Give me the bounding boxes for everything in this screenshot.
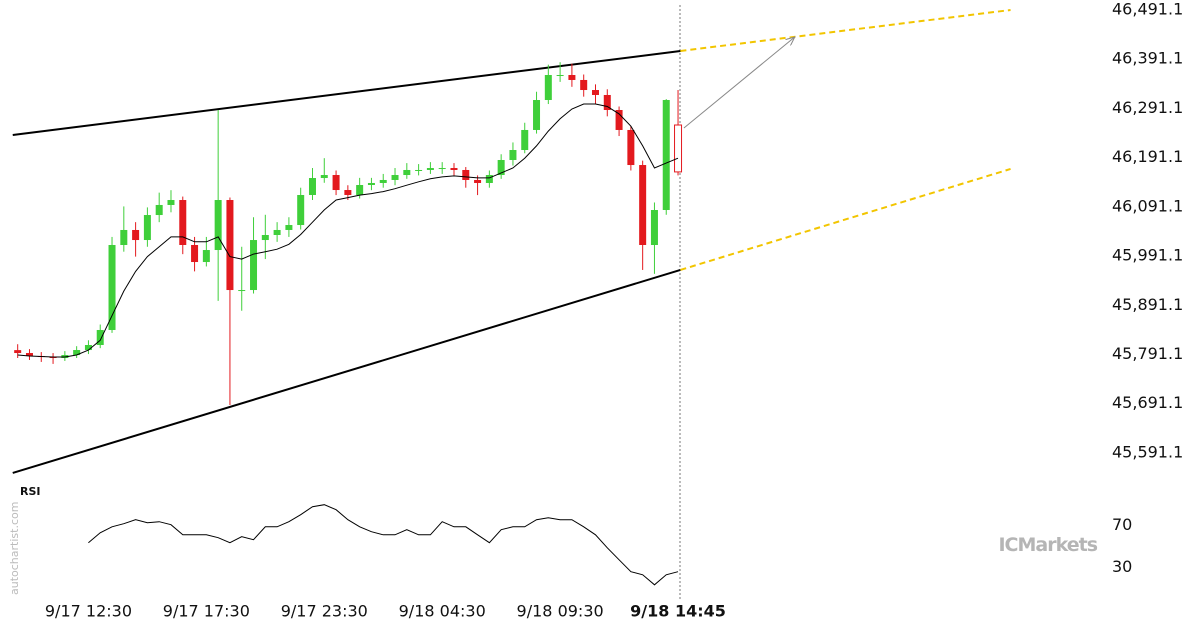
channel-line [12, 268, 681, 474]
y-tick-label: 46,191.1 [1112, 147, 1183, 166]
candle-body [674, 124, 683, 173]
candle-body [214, 200, 222, 251]
candle-body [509, 150, 517, 160]
candle-body [403, 169, 411, 176]
candle-body [96, 329, 104, 346]
y-tick-label: 46,091.1 [1112, 196, 1183, 215]
x-tick-label: 9/18 04:30 [399, 602, 486, 621]
candle-body [226, 200, 234, 291]
candle-body [261, 235, 269, 241]
candle-body [650, 210, 658, 245]
candle-body [320, 175, 328, 179]
candle-body [356, 185, 364, 195]
candle-body [379, 179, 387, 183]
candle-body [25, 353, 33, 357]
candle-body [132, 229, 140, 241]
candle-body [497, 160, 505, 176]
y-tick-label: 46,491.1 [1112, 0, 1183, 18]
projection-arrow [683, 37, 795, 129]
y-tick-label: 46,291.1 [1112, 98, 1183, 117]
candle-body [533, 100, 541, 130]
candle-body [143, 215, 151, 241]
candle-body [73, 350, 81, 356]
candle-body [14, 350, 22, 354]
x-tick-label: 9/17 12:30 [45, 602, 132, 621]
rsi-label: RSI [20, 485, 41, 498]
candle-body [662, 100, 670, 211]
rsi-tick-label: 70 [1112, 515, 1132, 534]
candle-body [639, 165, 647, 245]
moving-average [17, 103, 679, 358]
x-tick-label: 9/17 23:30 [281, 602, 368, 621]
candle-body [615, 109, 623, 130]
rsi-tick-label: 30 [1112, 557, 1132, 576]
y-tick-label: 45,691.1 [1112, 393, 1183, 412]
candle-body [603, 94, 611, 110]
candle-body [485, 175, 493, 183]
y-tick-label: 45,791.1 [1112, 344, 1183, 363]
projection-line [680, 168, 1011, 271]
candle-body [155, 204, 163, 216]
candle-body [627, 129, 635, 166]
logo: ICMarkets [998, 534, 1097, 556]
y-tick-label: 45,891.1 [1112, 295, 1183, 314]
candle-body [591, 90, 599, 95]
candle-body [297, 194, 305, 226]
candle-body [521, 129, 529, 151]
candle-body [179, 200, 187, 245]
watermark: autochartist.com [8, 502, 21, 595]
candle-body [84, 345, 92, 351]
candle-body [167, 200, 175, 205]
candle-body [415, 169, 423, 171]
x-tick-label: 9/18 14:45 [630, 602, 726, 621]
candle-body [273, 229, 281, 236]
candle-body [344, 190, 352, 195]
candle-body [49, 357, 57, 359]
candle-body [285, 225, 293, 230]
candle-body [308, 178, 316, 195]
candle-body [202, 250, 210, 263]
candle-body [462, 169, 470, 180]
candle-body [391, 175, 399, 180]
candle-body [250, 240, 258, 291]
candle-body [474, 179, 482, 183]
candle-body [367, 182, 375, 186]
candle-body [556, 75, 564, 77]
y-tick-label: 46,391.1 [1112, 49, 1183, 68]
y-tick-label: 45,991.1 [1112, 246, 1183, 265]
candle-body [580, 79, 588, 91]
candle-body [108, 244, 116, 330]
candle-body [191, 244, 199, 263]
candle-body [450, 168, 458, 170]
x-tick-label: 9/17 17:30 [163, 602, 250, 621]
candle-body [544, 75, 552, 101]
candle-body [438, 168, 446, 170]
candle-body [238, 290, 246, 292]
channel-line [12, 49, 681, 136]
candle-body [120, 229, 128, 245]
candle-body [332, 175, 340, 191]
candle-body [426, 168, 434, 170]
y-tick-label: 45,591.1 [1112, 442, 1183, 461]
x-tick-label: 9/18 09:30 [517, 602, 604, 621]
rsi-line [88, 504, 679, 586]
projection-line [680, 8, 1011, 52]
candle-body [568, 75, 576, 80]
